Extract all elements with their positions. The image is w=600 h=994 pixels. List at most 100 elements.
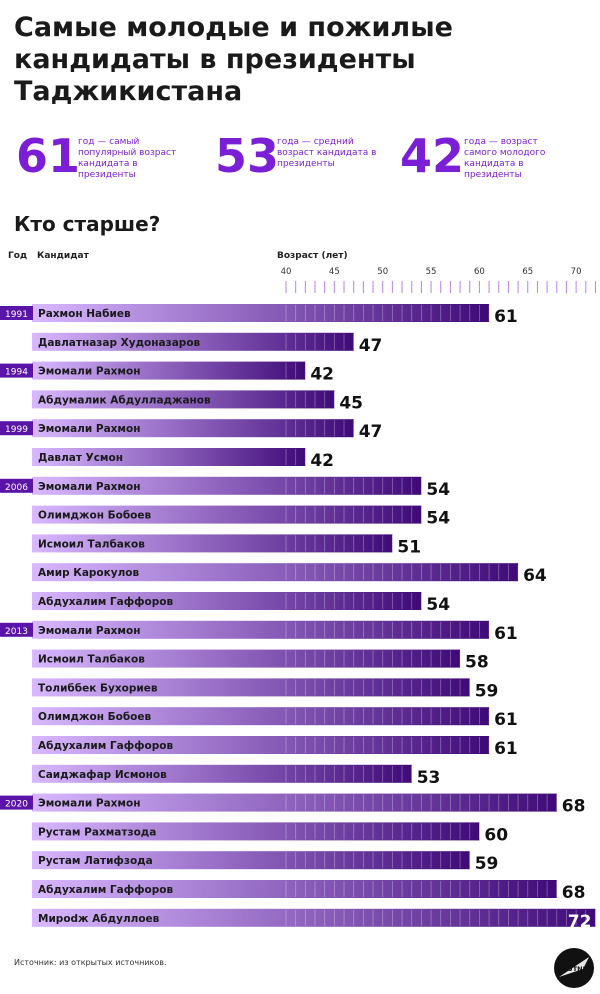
year-badge (0, 421, 33, 436)
age-value-label: 59 (475, 681, 499, 701)
stat-description: год — самый популярный возраст кандидата… (78, 137, 177, 180)
age-value-label: 68 (562, 797, 586, 817)
candidate-name: Абдумалик Абдулладжанов (38, 394, 211, 406)
x-tick-label: 70 (571, 267, 582, 277)
age-value-label: 61 (494, 307, 518, 327)
candidate-column-header: Кандидат (37, 251, 89, 261)
year-badge (0, 795, 33, 810)
bar (32, 304, 490, 322)
age-value-label: 59 (475, 854, 499, 874)
age-value-label: 42 (310, 365, 334, 385)
candidate-name: Эмомали Рахмон (38, 366, 140, 378)
year-label: 1994 (5, 368, 28, 378)
candidate-name: Рустам Рахматзода (38, 826, 156, 838)
year-badge (0, 306, 33, 320)
x-tick-label: 55 (426, 267, 437, 277)
age-value-label: 47 (359, 336, 383, 356)
year-badge (0, 478, 33, 493)
bar (32, 505, 422, 524)
bar-row: 1999 Эмомали Рахмон 47 (0, 419, 382, 442)
x-tick-label: 60 (474, 267, 485, 277)
bar (32, 563, 519, 582)
age-value-label: 61 (494, 624, 518, 644)
x-axis: 40 45 50 55 60 65 70 (281, 267, 596, 293)
x-tick-label: 40 (281, 267, 292, 277)
age-value-label: 51 (397, 537, 421, 557)
x-tick-label: 65 (522, 267, 533, 277)
bar (32, 448, 306, 466)
age-bar-chart: 40 45 50 55 60 65 70 1991 Рахмон Набиев 61 Давлат… (0, 267, 596, 932)
stat-value: 61 (16, 129, 81, 183)
candidate-name: Олимджон Бобоев (38, 711, 151, 723)
bar-row: Исмоил Талбаков 51 (32, 534, 421, 557)
candidate-name: Абдухалим Гаффоров (38, 884, 173, 896)
year-badge (0, 363, 33, 378)
bar-row: Давлатназар Худоназаров 47 (32, 332, 383, 356)
bar (32, 736, 490, 754)
bar (32, 332, 354, 351)
bar-row: Исмоил Талбаков 58 (32, 649, 489, 673)
year-label: 2020 (5, 800, 28, 810)
source-note: Источник: из открытых источников. (14, 958, 167, 967)
bar-row: Амир Карокулов 64 (32, 563, 547, 586)
age-value-label: 60 (484, 825, 508, 845)
age-value-label: 58 (465, 653, 489, 673)
bar (32, 620, 490, 639)
bar-row: 1994 Эмомали Рахмон 42 (0, 361, 334, 385)
candidate-name: Абдухалим Гаффоров (38, 596, 173, 608)
stat-value: 53 (215, 129, 280, 183)
candidate-name: Рустам Латифзода (38, 855, 153, 867)
age-value-label: 47 (359, 422, 383, 442)
age-value-label: 68 (562, 883, 586, 903)
age-value-label: 61 (494, 710, 518, 730)
stat-description: года — средний возраст кандидата в прези… (277, 137, 377, 169)
bar (32, 822, 480, 841)
page-title: Самые молодые и пожилые кандидаты в през… (14, 12, 453, 107)
bar-row: 2013 Эмомали Рахмон 61 (0, 620, 518, 644)
bar (32, 707, 490, 726)
candidate-name: Абдухалим Гаффоров (38, 740, 173, 752)
candidate-name: Рахмон Набиев (38, 308, 131, 320)
candidate-name: Эмомали Рахмон (38, 423, 140, 435)
year-label: 2006 (5, 483, 28, 493)
bar (32, 649, 461, 668)
candidate-name: Эмомали Рахмон (38, 481, 140, 493)
year-label: 1991 (5, 310, 28, 320)
stat-value: 42 (400, 129, 465, 183)
bar-row: Олимджон Бобоев 54 (32, 505, 450, 529)
bar (32, 534, 393, 553)
bar (32, 764, 412, 783)
stat-description: года — возраст самого молодого кандидата… (464, 137, 546, 180)
bar-row: Абдухалим Гаффоров 68 (32, 880, 585, 903)
year-badge (0, 622, 33, 637)
candidate-name: Давлат Усмон (38, 452, 123, 464)
year-label: 2013 (5, 627, 28, 637)
bar (32, 851, 470, 870)
candidate-name: Толиббек Бухориев (38, 682, 158, 694)
year-column-header: Год (8, 251, 28, 261)
bar-row: Олимджон Бобоев 61 (32, 707, 518, 730)
bar (32, 419, 354, 438)
age-value-label: 53 (417, 768, 441, 788)
bar (32, 390, 335, 409)
candidate-name: Эмомали Рахмон (38, 625, 140, 637)
bar-row: Давлат Усмон 42 (32, 448, 334, 471)
age-value-label: 54 (426, 595, 450, 615)
bar (32, 908, 596, 927)
bar-row: Рустам Латифзода 59 (32, 851, 498, 874)
candidate-name: Эмомали Рахмон (38, 798, 140, 810)
bar (32, 678, 470, 697)
bar (32, 361, 306, 380)
bar-row: 1991 Рахмон Набиев 61 (0, 304, 518, 327)
candidate-name: Давлатназар Худоназаров (38, 337, 201, 349)
bar-row: 2020 Эмомали Рахмон 68 (0, 793, 586, 817)
age-column-header: Возраст (лет) (277, 251, 348, 261)
bar-row: Абдухалим Гаффоров 54 (32, 592, 450, 615)
bar (32, 880, 557, 898)
bar (32, 476, 422, 495)
age-value-label: 61 (494, 739, 518, 759)
age-value-label: 42 (310, 451, 334, 471)
bar-row: Рустам Рахматзода 60 (32, 822, 508, 845)
chart-subtitle: Кто старше? (14, 212, 161, 236)
candidate-name: Мироdж Абдуллоев (38, 913, 160, 925)
